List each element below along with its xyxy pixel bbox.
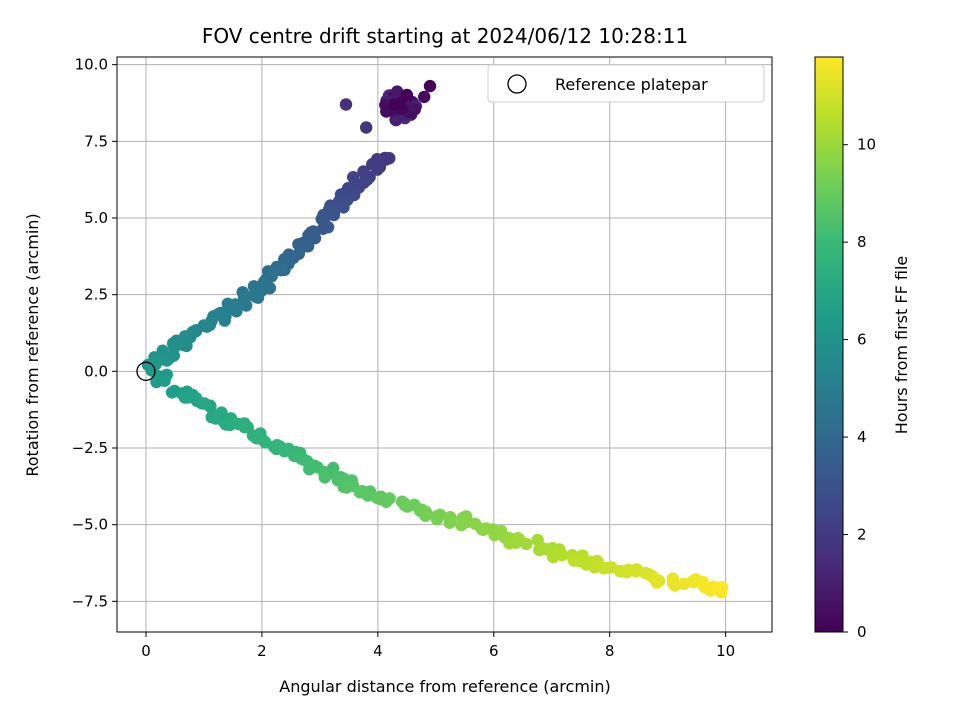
x-tick-label: 4 bbox=[373, 642, 383, 660]
legend: Reference platepar bbox=[487, 64, 765, 103]
y-tick-label: 0.0 bbox=[84, 362, 108, 380]
scatter-points bbox=[141, 79, 729, 599]
data-point bbox=[158, 374, 171, 387]
data-point bbox=[360, 121, 373, 134]
grid bbox=[117, 57, 772, 632]
data-point bbox=[383, 492, 396, 505]
x-tick-label: 10 bbox=[716, 642, 735, 660]
data-point bbox=[371, 163, 384, 176]
data-point bbox=[339, 98, 353, 111]
x-tick-label: 0 bbox=[141, 642, 151, 660]
legend-reference-icon bbox=[507, 74, 527, 94]
colorbar-tick-label: 2 bbox=[857, 526, 867, 544]
data-point bbox=[381, 152, 394, 165]
y-axis-label: Rotation from reference (arcmin) bbox=[23, 213, 42, 476]
data-point bbox=[520, 537, 533, 551]
y-tick-label: −5.0 bbox=[72, 516, 108, 534]
y-axis-ticks: −7.5 −5.0 −2.5 0.0 2.5 5.0 7.5 10.0 bbox=[72, 56, 117, 610]
colorbar bbox=[814, 56, 844, 633]
colorbar-tick-label: 0 bbox=[857, 623, 867, 641]
colorbar-tick-label: 10 bbox=[857, 136, 876, 154]
colorbar-tick-label: 4 bbox=[857, 428, 867, 446]
data-point bbox=[400, 88, 414, 102]
x-tick-label: 6 bbox=[489, 642, 499, 660]
data-point bbox=[444, 511, 457, 524]
colorbar-label: Hours from first FF file bbox=[892, 256, 911, 435]
chart-title: FOV centre drift starting at 2024/06/12 … bbox=[202, 24, 688, 48]
plot-area bbox=[116, 56, 773, 633]
data-point bbox=[430, 513, 444, 526]
reference-platepar-point bbox=[136, 361, 156, 381]
y-tick-label: 7.5 bbox=[84, 132, 108, 150]
data-point bbox=[337, 201, 350, 214]
data-point bbox=[274, 264, 287, 277]
data-point bbox=[418, 90, 431, 104]
colorbar-ticks: 0 2 4 6 8 10 bbox=[843, 136, 876, 641]
x-axis-label: Angular distance from reference (arcmin) bbox=[279, 677, 610, 696]
colorbar-tick-label: 6 bbox=[857, 331, 867, 349]
reference-marker bbox=[136, 361, 156, 381]
x-axis-ticks: 0 2 4 6 8 10 bbox=[141, 632, 735, 660]
data-point bbox=[318, 471, 331, 484]
data-point bbox=[237, 292, 251, 305]
data-point bbox=[666, 576, 680, 590]
data-point bbox=[419, 507, 433, 520]
data-point bbox=[555, 548, 569, 562]
data-point bbox=[278, 445, 291, 458]
y-tick-label: 5.0 bbox=[84, 209, 108, 227]
data-point bbox=[650, 576, 663, 589]
data-point bbox=[218, 314, 231, 327]
data-point bbox=[251, 291, 265, 304]
data-point bbox=[340, 481, 353, 494]
x-tick-label: 8 bbox=[605, 642, 615, 660]
legend-box bbox=[487, 64, 765, 103]
data-point bbox=[387, 98, 401, 112]
data-point bbox=[600, 561, 614, 574]
data-point bbox=[301, 240, 315, 253]
data-point bbox=[423, 79, 437, 93]
data-point bbox=[408, 103, 421, 116]
data-point bbox=[198, 397, 211, 410]
y-tick-label: −2.5 bbox=[72, 439, 108, 457]
y-tick-label: 2.5 bbox=[84, 286, 108, 304]
data-point bbox=[229, 301, 243, 314]
x-tick-label: 2 bbox=[257, 642, 267, 660]
data-point bbox=[307, 229, 320, 242]
data-point bbox=[347, 171, 360, 184]
colorbar-tick-label: 8 bbox=[857, 233, 867, 251]
data-point bbox=[398, 497, 411, 510]
data-point bbox=[321, 221, 335, 234]
y-tick-label: 10.0 bbox=[75, 56, 108, 74]
y-tick-label: −7.5 bbox=[72, 592, 108, 610]
legend-entry-reference: Reference platepar bbox=[555, 75, 708, 94]
data-point bbox=[390, 85, 404, 98]
data-point bbox=[716, 581, 729, 594]
